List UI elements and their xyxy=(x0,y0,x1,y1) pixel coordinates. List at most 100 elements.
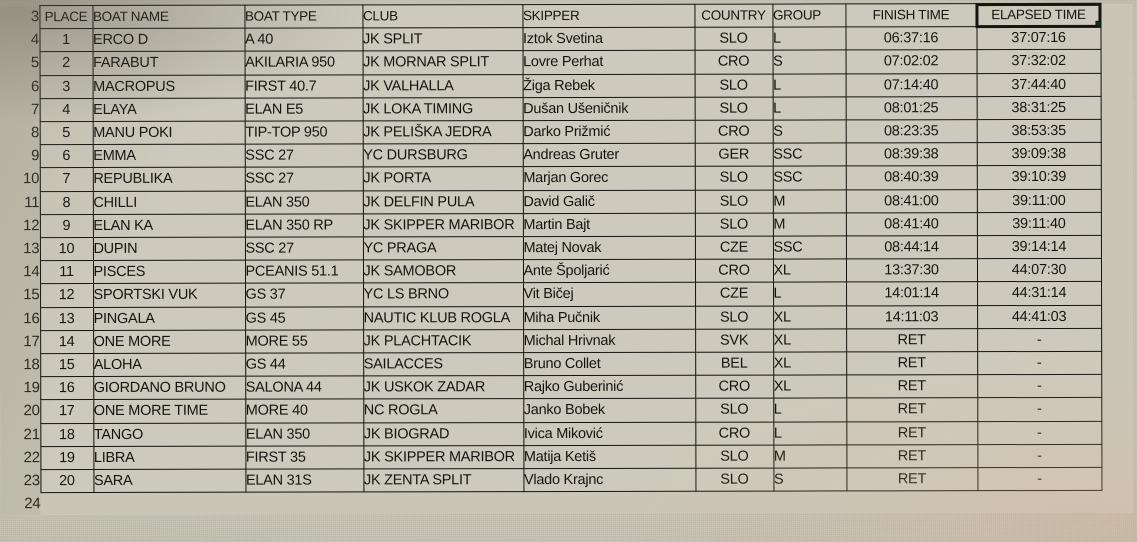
cell-place-row-21[interactable]: 18 xyxy=(40,423,94,447)
cell-place-row-4[interactable]: 1 xyxy=(39,28,93,53)
row-number-gutter[interactable]: 20 xyxy=(0,400,41,424)
cell-skipper-row-18[interactable]: Bruno Collet xyxy=(523,352,696,376)
cell-club-row-22[interactable]: JK SKIPPER MARIBOR xyxy=(363,445,524,469)
cell-boat-type-row-15[interactable]: GS 37 xyxy=(245,283,364,307)
cell-club-row-9[interactable]: YC DURSBURG xyxy=(362,143,523,168)
cell-place-row-6[interactable]: 3 xyxy=(39,75,93,99)
row-number-gutter[interactable]: 21 xyxy=(0,423,41,447)
cell-country-row-13[interactable]: CZE xyxy=(694,236,773,260)
cell-skipper-row-22[interactable]: Matija Ketiš xyxy=(523,445,696,469)
cell-group-row-13[interactable]: SSC xyxy=(772,235,846,260)
cell-club-row-11[interactable]: JK DELFIN PULA xyxy=(362,190,523,214)
cell-boat-name-row-20[interactable]: ONE MORE TIME xyxy=(93,399,246,424)
cell-skipper-row-6[interactable]: Žiga Rebek xyxy=(522,73,695,98)
cell-group-row-5[interactable]: S xyxy=(772,50,846,74)
cell-country-row-5[interactable]: CRO xyxy=(694,50,773,74)
cell-club-row-7[interactable]: JK LOKA TIMING xyxy=(362,97,523,121)
empty-cell[interactable] xyxy=(40,492,94,516)
cell-group-row-7[interactable]: L xyxy=(772,96,846,121)
cell-country-row-12[interactable]: SLO xyxy=(694,212,773,237)
row-number-gutter[interactable]: 22 xyxy=(0,446,41,470)
row-number-gutter[interactable]: 9 xyxy=(0,144,40,169)
row-number-gutter[interactable]: 15 xyxy=(0,284,41,308)
cell-group-row-11[interactable]: M xyxy=(772,189,846,213)
cell-country-row-18[interactable]: BEL xyxy=(695,352,774,376)
cell-boat-name-row-18[interactable]: ALOHA xyxy=(93,353,246,377)
cell-elapsed-time-row-21[interactable]: - xyxy=(977,421,1102,445)
cell-place-row-11[interactable]: 8 xyxy=(39,191,93,215)
cell-finish-time-row-13[interactable]: 08:44:14 xyxy=(845,235,977,260)
cell-club-row-17[interactable]: JK PLACHTACIK xyxy=(363,329,524,353)
cell-skipper-row-13[interactable]: Matej Novak xyxy=(522,236,695,260)
row-number-gutter[interactable]: 6 xyxy=(0,75,40,99)
cell-place-row-16[interactable]: 13 xyxy=(40,307,94,331)
empty-cell[interactable] xyxy=(93,492,246,516)
row-number-gutter[interactable]: 3 xyxy=(0,5,40,29)
column-header-skipper[interactable]: SKIPPER xyxy=(522,4,695,28)
cell-elapsed-time-row-13[interactable]: 39:14:14 xyxy=(976,235,1101,259)
column-header-boat-type[interactable]: BOAT TYPE xyxy=(244,4,363,29)
cell-place-row-8[interactable]: 5 xyxy=(39,121,93,145)
cell-finish-time-row-21[interactable]: RET xyxy=(846,421,978,445)
cell-skipper-row-12[interactable]: Martin Bajt xyxy=(522,213,695,237)
cell-group-row-17[interactable]: XL xyxy=(773,328,847,353)
cell-boat-name-row-8[interactable]: MANU POKI xyxy=(92,121,245,145)
row-number-gutter[interactable]: 14 xyxy=(0,260,41,285)
cell-boat-name-row-7[interactable]: ELAYA xyxy=(92,97,245,122)
cell-finish-time-row-8[interactable]: 08:23:35 xyxy=(845,119,977,144)
cell-club-row-6[interactable]: JK VALHALLA xyxy=(362,74,523,98)
cell-boat-type-row-13[interactable]: SSC 27 xyxy=(244,236,363,261)
cell-elapsed-time-row-8[interactable]: 38:53:35 xyxy=(976,119,1101,143)
cell-elapsed-time-row-9[interactable]: 39:09:38 xyxy=(976,142,1101,167)
cell-skipper-row-8[interactable]: Darko Prižmić xyxy=(522,120,695,144)
cell-group-row-23[interactable]: S xyxy=(773,467,847,492)
row-number-gutter[interactable]: 10 xyxy=(0,168,40,192)
column-header-club[interactable]: CLUB xyxy=(362,4,523,29)
cell-elapsed-time-row-18[interactable]: - xyxy=(977,351,1102,375)
cell-elapsed-time-row-15[interactable]: 44:31:14 xyxy=(977,281,1102,306)
cell-skipper-row-11[interactable]: David Galič xyxy=(522,189,695,214)
cell-club-row-8[interactable]: JK PELIŠKA JEDRA xyxy=(362,120,523,145)
cell-boat-name-row-14[interactable]: PISCES xyxy=(92,260,246,284)
cell-finish-time-row-5[interactable]: 07:02:02 xyxy=(845,50,977,74)
row-number-gutter[interactable]: 23 xyxy=(0,469,41,493)
row-number-gutter[interactable]: 16 xyxy=(0,307,41,331)
cell-finish-time-row-16[interactable]: 14:11:03 xyxy=(846,305,978,329)
cell-elapsed-time-row-22[interactable]: - xyxy=(977,444,1102,468)
cell-group-row-22[interactable]: M xyxy=(773,444,847,469)
cell-place-row-22[interactable]: 19 xyxy=(40,446,94,470)
cell-boat-name-row-5[interactable]: FARABUT xyxy=(92,51,245,76)
cell-group-row-4[interactable]: L xyxy=(772,27,846,51)
cell-boat-type-row-10[interactable]: SSC 27 xyxy=(244,167,363,191)
cell-boat-type-row-19[interactable]: SALONA 44 xyxy=(245,376,364,400)
row-number-gutter[interactable]: 17 xyxy=(0,330,41,354)
cell-place-row-5[interactable]: 2 xyxy=(39,51,93,76)
empty-cell[interactable] xyxy=(523,491,696,515)
cell-elapsed-time-row-7[interactable]: 38:31:25 xyxy=(976,96,1101,120)
cell-place-row-12[interactable]: 9 xyxy=(39,214,93,238)
cell-skipper-row-23[interactable]: Vlado Krajnc xyxy=(523,468,696,492)
cell-club-row-18[interactable]: SAILACCES xyxy=(363,352,524,377)
cell-boat-type-row-7[interactable]: ELAN E5 xyxy=(244,97,363,122)
column-header-finish-time[interactable]: FINISH TIME xyxy=(845,3,977,28)
cell-club-row-12[interactable]: JK SKIPPER MARIBOR xyxy=(362,213,523,237)
row-number-gutter[interactable]: 8 xyxy=(0,121,40,145)
cell-boat-type-row-4[interactable]: A 40 xyxy=(244,28,363,52)
row-number-gutter[interactable]: 11 xyxy=(0,191,40,215)
cell-country-row-19[interactable]: CRO xyxy=(695,375,774,399)
cell-boat-type-row-8[interactable]: TIP-TOP 950 xyxy=(244,120,363,145)
cell-boat-type-row-21[interactable]: ELAN 350 xyxy=(245,422,364,447)
cell-boat-type-row-12[interactable]: ELAN 350 RP xyxy=(244,213,363,238)
cell-boat-type-row-17[interactable]: MORE 55 xyxy=(245,329,364,354)
cell-boat-type-row-5[interactable]: AKILARIA 950 xyxy=(244,51,363,75)
cell-country-row-10[interactable]: SLO xyxy=(694,166,773,190)
cell-skipper-row-19[interactable]: Rajko Guberinić xyxy=(523,375,696,400)
cell-boat-name-row-13[interactable]: DUPIN xyxy=(92,237,245,261)
cell-group-row-20[interactable]: L xyxy=(773,398,847,422)
cell-finish-time-row-23[interactable]: RET xyxy=(846,467,978,492)
cell-finish-time-row-11[interactable]: 08:41:00 xyxy=(845,189,977,213)
cell-skipper-row-5[interactable]: Lovre Perhat xyxy=(522,50,695,75)
cell-boat-name-row-17[interactable]: ONE MORE xyxy=(93,330,246,354)
cell-country-row-14[interactable]: CRO xyxy=(694,259,774,283)
empty-cell[interactable] xyxy=(773,491,847,515)
